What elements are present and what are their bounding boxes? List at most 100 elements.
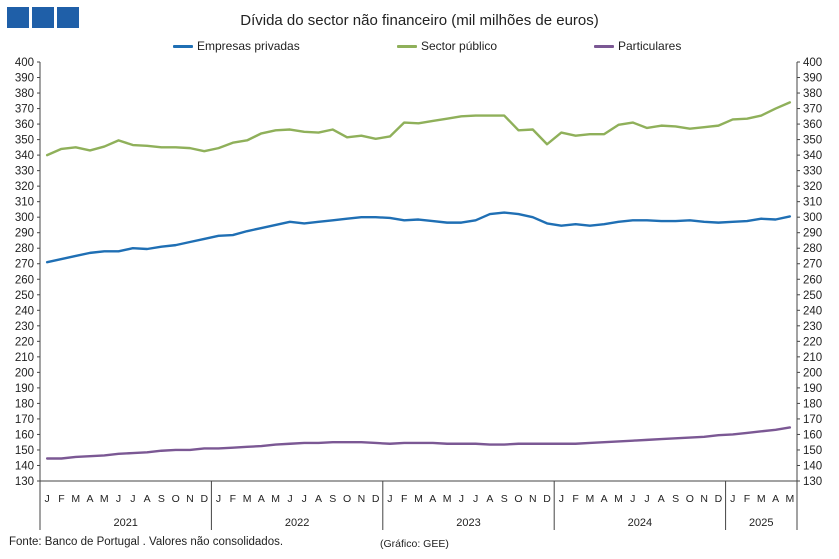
legend-label-particulares: Particulares <box>618 39 682 53</box>
x-tick-label-month: A <box>258 493 265 505</box>
x-tick-label-month: A <box>429 493 436 505</box>
x-tick-label-month: M <box>271 493 280 505</box>
y-tick-label-left: 190 <box>15 383 34 395</box>
y-tick-label-left: 260 <box>15 274 34 286</box>
series-line-sector-publico <box>45 101 792 157</box>
y-tick-label-right: 390 <box>803 73 822 85</box>
y-tick-label-left: 340 <box>15 150 34 162</box>
x-tick-label-month: M <box>785 493 794 505</box>
y-tick-label-left: 390 <box>15 73 34 85</box>
logo-block-2 <box>32 7 54 28</box>
legend-item-particulares: Particulares <box>594 39 681 53</box>
y-tick-label-left: 320 <box>15 181 34 193</box>
y-tick-label-left: 290 <box>15 228 34 240</box>
y-tick-label-left: 220 <box>15 336 34 348</box>
y-tick-label-right: 220 <box>803 336 822 348</box>
x-tick-label-month: A <box>772 493 779 505</box>
source-note: Fonte: Banco de Portugal . Valores não c… <box>9 536 284 548</box>
y-tick-label-right: 370 <box>803 104 822 116</box>
y-tick-label-right: 310 <box>803 197 822 209</box>
x-tick-label-month: J <box>473 493 478 505</box>
x-tick-label-month: S <box>158 493 165 505</box>
y-tick-label-right: 230 <box>803 321 822 333</box>
x-tick-label-month: O <box>343 493 351 505</box>
chart-title: Dívida do sector não financeiro (mil mil… <box>240 12 599 29</box>
x-tick-label-month: J <box>216 493 221 505</box>
y-tick-label-left: 180 <box>15 398 34 410</box>
x-tick-label-month: A <box>658 493 665 505</box>
x-tick-label-month: J <box>644 493 649 505</box>
x-tick-label-month: N <box>700 493 708 505</box>
legend-swatch-empresas <box>173 44 193 48</box>
x-tick-label-month: F <box>230 493 236 505</box>
x-tick-label-year: 2021 <box>113 517 137 529</box>
y-tick-label-right: 280 <box>803 243 822 255</box>
y-tick-label-right: 350 <box>803 135 822 147</box>
y-tick-label-left: 370 <box>15 104 34 116</box>
y-tick-label-right: 140 <box>803 460 822 472</box>
y-tick-label-left: 330 <box>15 166 34 178</box>
legend-label-empresas: Empresas privadas <box>197 39 300 53</box>
series-line-empresas-privadas <box>45 211 792 264</box>
x-tick-label-month: F <box>58 493 64 505</box>
y-tick-label-right: 360 <box>803 119 822 131</box>
y-tick-label-right: 180 <box>803 398 822 410</box>
x-tick-label-month: J <box>459 493 464 505</box>
y-tick-label-left: 170 <box>15 414 34 426</box>
y-tick-label-right: 130 <box>803 476 822 488</box>
y-tick-label-right: 170 <box>803 414 822 426</box>
x-tick-label-year: 2025 <box>749 517 773 529</box>
chart-legend: Empresas privadas Sector público Particu… <box>0 39 839 55</box>
x-tick-label-month: D <box>200 493 208 505</box>
x-tick-label-month: O <box>172 493 180 505</box>
y-tick-label-left: 240 <box>15 305 34 317</box>
y-tick-label-right: 330 <box>803 166 822 178</box>
x-tick-label-month: A <box>486 493 493 505</box>
y-tick-label-left: 310 <box>15 197 34 209</box>
y-tick-label-left: 250 <box>15 290 34 302</box>
x-tick-label-month: J <box>387 493 392 505</box>
x-tick-label-month: M <box>614 493 623 505</box>
x-tick-label-month: A <box>601 493 608 505</box>
chart-credit: (Gráfico: GEE) <box>380 538 449 550</box>
x-tick-label-month: J <box>730 493 735 505</box>
x-tick-label-month: A <box>86 493 93 505</box>
y-tick-label-left: 160 <box>15 429 34 441</box>
y-tick-label-left: 140 <box>15 460 34 472</box>
x-tick-label-month: M <box>586 493 595 505</box>
y-tick-label-right: 380 <box>803 88 822 100</box>
x-tick-label-month: D <box>543 493 551 505</box>
x-tick-label-month: F <box>744 493 750 505</box>
y-tick-label-right: 340 <box>803 150 822 162</box>
y-tick-label-right: 260 <box>803 274 822 286</box>
x-tick-label-year: 2022 <box>285 517 309 529</box>
x-tick-label-month: O <box>686 493 694 505</box>
y-tick-label-right: 200 <box>803 367 822 379</box>
x-tick-label-month: M <box>71 493 80 505</box>
y-tick-label-left: 380 <box>15 88 34 100</box>
y-tick-label-left: 200 <box>15 367 34 379</box>
x-tick-label-month: F <box>401 493 407 505</box>
y-tick-label-left: 130 <box>15 476 34 488</box>
x-tick-label-month: J <box>130 493 135 505</box>
logo-block-3 <box>57 7 79 28</box>
x-tick-label-month: J <box>630 493 635 505</box>
legend-swatch-particulares <box>594 44 614 48</box>
y-tick-label-left: 280 <box>15 243 34 255</box>
x-tick-label-month: D <box>715 493 723 505</box>
legend-item-empresas: Empresas privadas <box>173 39 300 53</box>
y-tick-label-right: 290 <box>803 228 822 240</box>
y-tick-label-left: 350 <box>15 135 34 147</box>
y-tick-label-right: 240 <box>803 305 822 317</box>
x-tick-label-month: M <box>757 493 766 505</box>
x-tick-label-month: J <box>559 493 564 505</box>
y-tick-label-left: 230 <box>15 321 34 333</box>
x-tick-label-month: S <box>329 493 336 505</box>
y-tick-label-left: 360 <box>15 119 34 131</box>
y-tick-label-left: 400 <box>15 57 34 69</box>
x-tick-label-month: J <box>116 493 121 505</box>
x-tick-label-month: A <box>315 493 322 505</box>
x-tick-label-month: J <box>302 493 307 505</box>
x-tick-label-month: N <box>529 493 537 505</box>
